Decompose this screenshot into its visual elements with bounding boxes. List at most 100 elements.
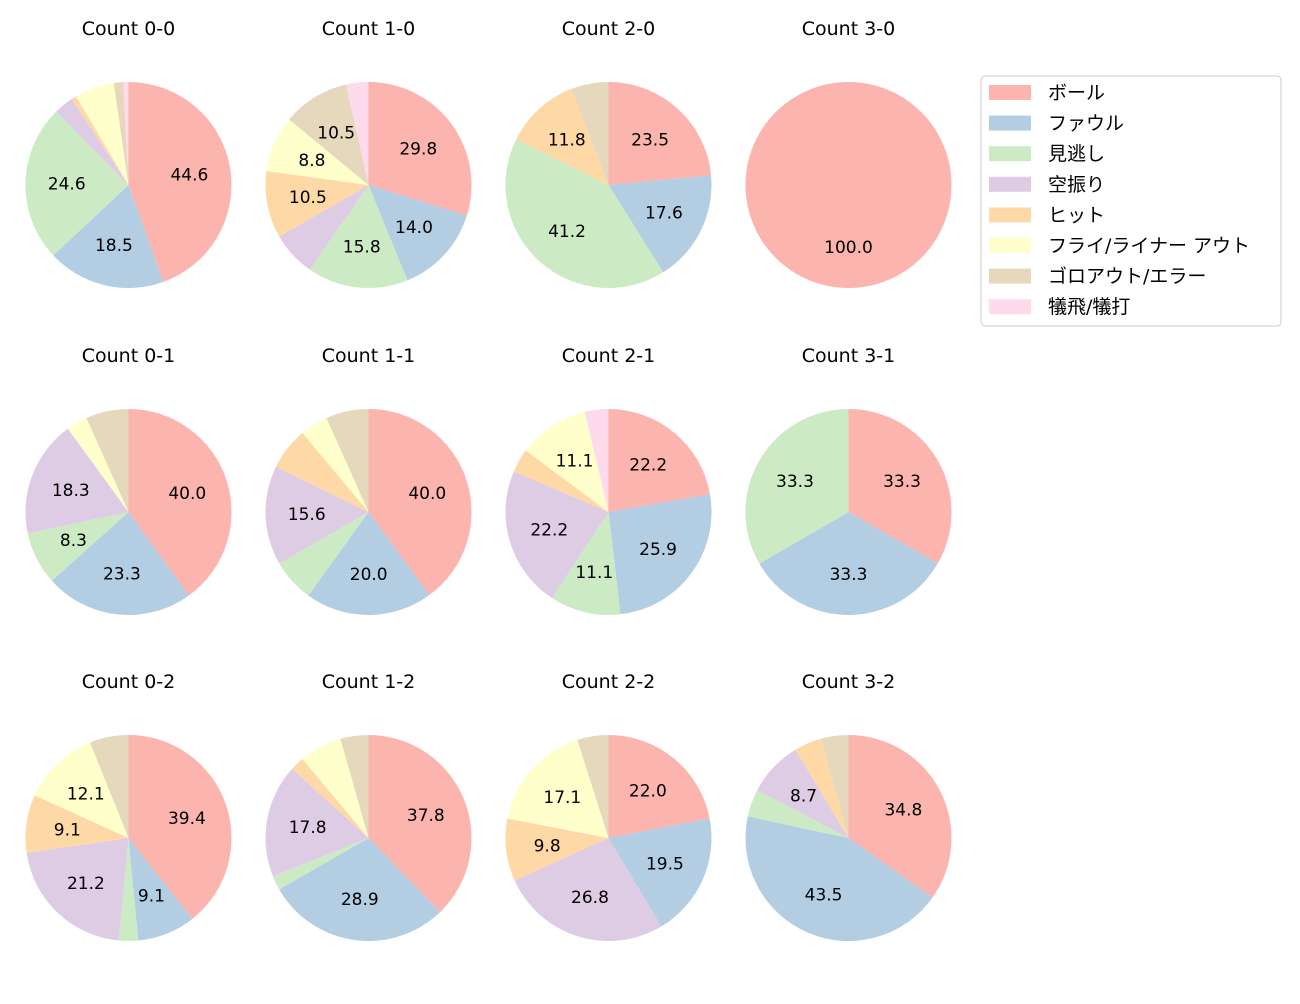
pie-8: Count 3-1 33.3 33.3 33.3 [745, 345, 952, 615]
pie-slice-label: 33.3 [830, 565, 868, 585]
pie-slice [128, 735, 232, 919]
legend-label: ゴロアウト/エラー [1048, 266, 1206, 288]
pie-slice-label: 18.3 [52, 481, 90, 501]
pie-11: Count 2-2 22.0 19.5 26.8 9.8 17.1 [505, 671, 712, 941]
pie-slice-label: 14.0 [395, 218, 433, 238]
pie-slice [308, 512, 430, 615]
pie-2: Count 1-0 29.8 14.0 15.8 10.5 8.8 10.5 [265, 18, 472, 288]
pie-slice-label: 10.5 [289, 188, 327, 208]
pie-slice [516, 88, 609, 185]
pie-slice-label: 43.5 [805, 886, 843, 906]
pie-slice [577, 735, 609, 838]
pie-slice [279, 838, 440, 941]
pie-slice-label: 8.8 [298, 151, 325, 171]
pie-7: Count 2-1 22.2 25.9 11.1 22.2 11.1 [505, 345, 712, 615]
pie-slice [551, 512, 621, 615]
pie-slice [86, 409, 129, 512]
pie-slice-label: 15.6 [288, 505, 326, 525]
pie-slice [76, 83, 129, 185]
legend-label: ボール [1048, 82, 1105, 104]
pie-slice-label: 17.8 [289, 818, 327, 838]
pie-slice-label: 8.3 [60, 531, 87, 551]
pie-slice-label: 23.3 [103, 564, 141, 584]
legend-swatch [989, 299, 1031, 315]
pie-slice [759, 512, 938, 615]
pie-title: Count 0-2 [82, 671, 176, 693]
pie-title: Count 1-1 [322, 345, 416, 367]
pie-slice-label: 33.3 [776, 472, 814, 492]
pie-slice [745, 82, 952, 288]
pie-slice [747, 790, 849, 838]
pie-slice [608, 82, 712, 185]
pie-slice-label: 15.8 [343, 237, 381, 257]
pie-slice [820, 735, 849, 838]
pie-slice [25, 428, 129, 534]
pie-slice [265, 466, 369, 564]
pie-slice [128, 838, 193, 941]
pie-slice [608, 409, 710, 512]
pie-slice [848, 409, 952, 564]
pie-3: Count 2-0 23.5 17.6 41.2 11.8 [505, 18, 712, 288]
pie-title: Count 2-2 [562, 671, 656, 693]
pie-slice-label: 20.0 [350, 565, 388, 585]
pie-slice-label: 21.2 [67, 874, 105, 894]
pie-slice-label: 28.9 [341, 890, 379, 910]
pie-title: Count 3-1 [802, 345, 896, 367]
pie-slice [123, 82, 129, 185]
pie-slice [584, 409, 609, 512]
pie-slice-label: 39.4 [168, 809, 206, 829]
pie-slice [505, 139, 664, 288]
pie-slice [265, 170, 369, 237]
pie-slice [368, 735, 472, 913]
pie-slice-label: 11.8 [548, 130, 586, 150]
pie-slice [292, 759, 369, 838]
pie-title: Count 3-2 [802, 671, 896, 693]
pie-slice [275, 433, 369, 512]
pie-slice [265, 768, 369, 877]
legend-swatch [989, 207, 1031, 223]
pie-slice [525, 411, 609, 512]
pie-slice [71, 96, 129, 185]
pie-slice-label: 33.3 [883, 472, 921, 492]
legend-swatch [989, 146, 1031, 162]
pie-slice [302, 738, 369, 838]
pie-slice [608, 175, 712, 273]
pie-10: Count 1-2 37.8 28.9 17.8 [265, 671, 472, 941]
pie-slice [266, 119, 369, 185]
pie-slice [745, 816, 933, 941]
pie-slice [340, 735, 369, 838]
pie-title: Count 2-1 [562, 345, 656, 367]
pie-5: Count 0-1 40.0 23.3 8.3 18.3 [25, 345, 232, 615]
pie-slice [608, 494, 712, 615]
pie-slice [346, 82, 369, 185]
pie-slice-label: 9.8 [534, 836, 561, 856]
pie-slice [56, 99, 129, 185]
pie-title: Count 1-0 [322, 18, 416, 40]
pie-slice-label: 12.1 [67, 784, 105, 804]
pie-slice [128, 409, 232, 596]
pie-slice [113, 82, 129, 185]
pie-slice [368, 82, 472, 216]
pie-slice-label: 40.0 [408, 484, 446, 504]
pie-slice-label: 44.6 [170, 165, 208, 185]
pie-slice-label: 34.8 [884, 801, 922, 821]
pie-slice [368, 185, 467, 281]
pie-slice-label: 24.6 [48, 175, 86, 195]
pie-slice [118, 838, 139, 942]
pie-slice-label: 11.1 [556, 451, 594, 471]
pie-slice-label: 8.7 [790, 787, 817, 807]
pie-slice [25, 795, 129, 853]
pie-4: Count 3-0 100.0 [745, 18, 952, 288]
pie-slice [53, 185, 164, 288]
pie-slice [507, 739, 609, 838]
pie-slice-label: 19.5 [646, 854, 684, 874]
pie-slice-label: 40.0 [168, 484, 206, 504]
pie-12: Count 3-2 34.8 43.5 8.7 [745, 671, 952, 941]
legend-label: 見逃し [1048, 143, 1105, 165]
pie-slice [368, 409, 472, 596]
legend-label: ヒット [1048, 204, 1105, 226]
pie-slice [25, 111, 129, 256]
pie-slice [848, 735, 952, 898]
